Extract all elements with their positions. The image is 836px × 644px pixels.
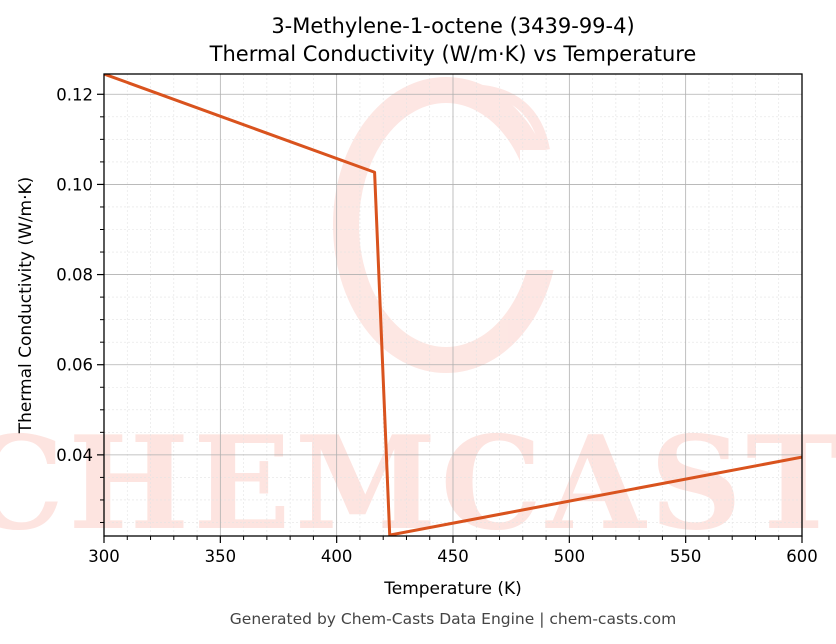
y-tick-label: 0.08 <box>56 266 93 285</box>
y-axis-label: Thermal Conductivity (W/m·K) <box>16 177 36 435</box>
watermark-logo <box>333 77 580 373</box>
y-tick-label: 0.06 <box>56 356 93 375</box>
series-layer <box>104 74 802 536</box>
x-tick-label: 600 <box>786 547 818 566</box>
footer-credit: Generated by Chem-Casts Data Engine | ch… <box>230 610 676 628</box>
x-tick-label: 300 <box>88 547 120 566</box>
series-line <box>104 74 802 536</box>
x-tick-label: 450 <box>437 547 469 566</box>
ticks: 300 350 400 450 500 550 600 0.04 0.06 0.08 0.10 0.1… <box>56 85 818 566</box>
grid <box>103 74 803 536</box>
y-tick-label: 0.12 <box>56 85 93 104</box>
y-tick-label: 0.04 <box>56 446 93 465</box>
x-tick-label: 400 <box>321 547 353 566</box>
y-tick-label: 0.10 <box>56 175 93 194</box>
x-axis-label: Temperature (K) <box>383 579 522 599</box>
x-tick-label: 500 <box>554 547 586 566</box>
chart-title: 3-Methylene-1-octene (3439-99-4) <box>271 14 634 38</box>
x-tick-label: 350 <box>205 547 237 566</box>
x-tick-label: 550 <box>670 547 702 566</box>
watermark-text: CHEMCASTS <box>0 409 836 559</box>
chart-subtitle: Thermal Conductivity (W/m·K) vs Temperat… <box>209 42 697 66</box>
